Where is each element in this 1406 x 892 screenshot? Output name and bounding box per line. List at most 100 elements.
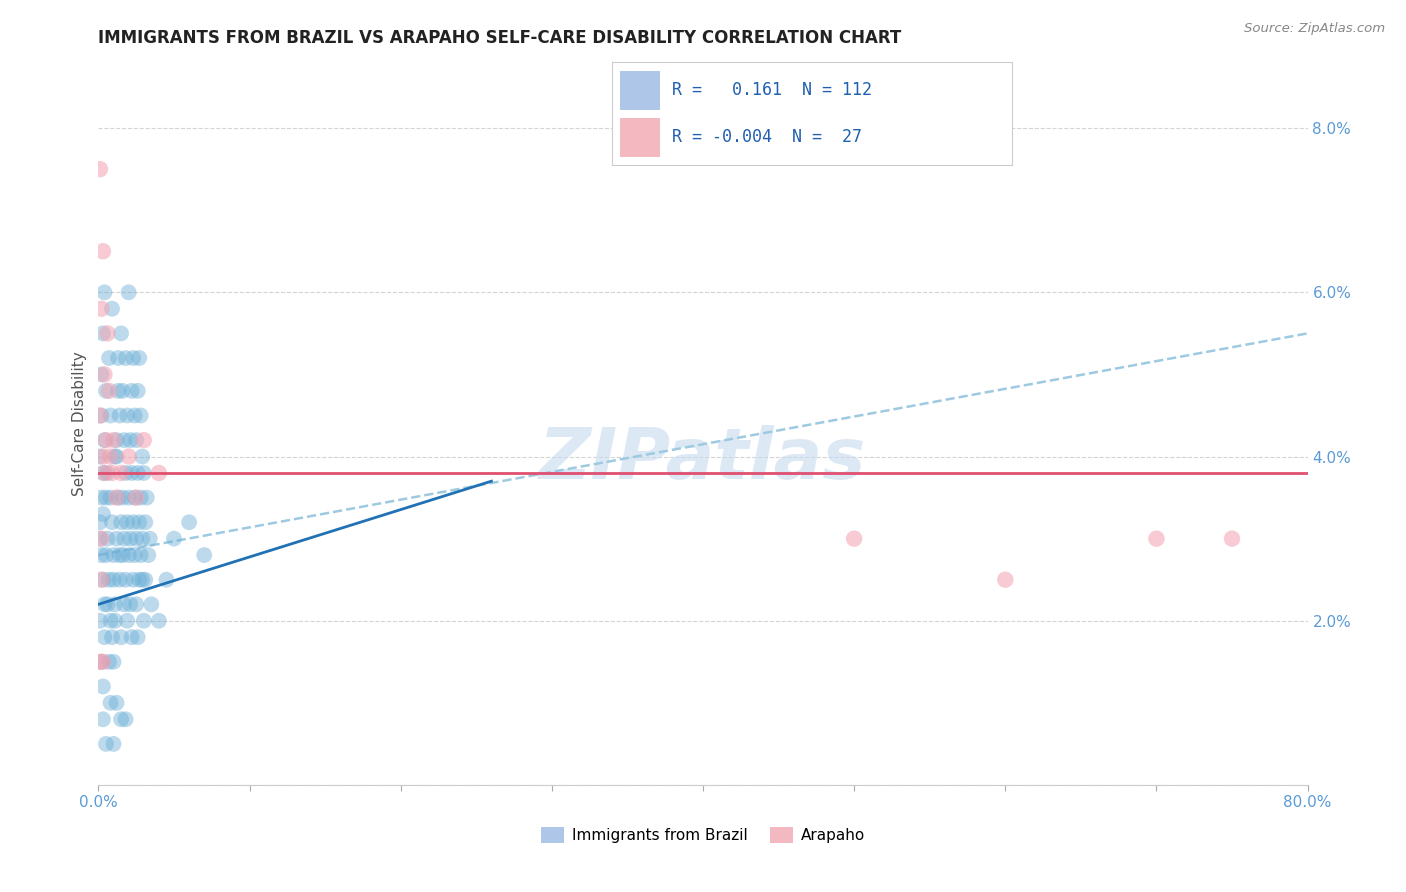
Point (105, 491, 128, 505)
Point (91, 466, 114, 480)
Point (90, 409, 112, 423)
Point (122, 351, 145, 365)
Point (94, 384, 117, 398)
Point (94, 548, 117, 562)
Point (108, 548, 131, 562)
Point (110, 515, 132, 529)
Point (105, 532, 128, 546)
Point (1220, 532, 1243, 546)
Point (104, 614, 127, 628)
Point (100, 491, 122, 505)
Point (122, 515, 145, 529)
Point (129, 548, 152, 562)
Point (96, 466, 118, 480)
Point (105, 450, 128, 464)
Point (115, 515, 138, 529)
Point (104, 598, 127, 612)
Point (96, 598, 118, 612)
Point (994, 573, 1017, 587)
Point (91, 655, 114, 669)
Point (105, 696, 128, 710)
Point (105, 433, 128, 447)
Point (89, 515, 111, 529)
Point (128, 573, 150, 587)
Point (110, 712, 132, 726)
Point (114, 712, 136, 726)
Bar (620, 118, 659, 157)
Point (107, 351, 129, 365)
Point (125, 491, 148, 505)
Point (844, 532, 866, 546)
Point (93, 598, 115, 612)
Point (89, 450, 111, 464)
Point (118, 548, 141, 562)
Point (90, 548, 112, 562)
Point (98, 573, 121, 587)
Point (89, 614, 111, 628)
Point (129, 409, 152, 423)
Point (91, 244, 114, 259)
Point (90, 368, 112, 382)
Point (96, 326, 118, 341)
Point (89, 162, 111, 177)
Point (132, 614, 155, 628)
Point (93, 433, 115, 447)
Point (124, 409, 146, 423)
Point (90, 532, 112, 546)
Point (115, 614, 138, 628)
Point (104, 450, 127, 464)
Point (91, 450, 114, 464)
Point (108, 573, 131, 587)
Point (89, 409, 111, 423)
Point (1144, 532, 1167, 546)
Point (91, 326, 114, 341)
Point (128, 351, 150, 365)
Point (107, 384, 129, 398)
Point (125, 532, 148, 546)
Point (112, 433, 135, 447)
Point (120, 433, 142, 447)
Point (94, 491, 117, 505)
Point (98, 351, 121, 365)
Point (112, 598, 135, 612)
Point (101, 515, 124, 529)
Text: R =   0.161  N = 112: R = 0.161 N = 112 (672, 81, 872, 99)
Point (90, 491, 112, 505)
Point (193, 548, 215, 562)
Point (91, 573, 114, 587)
Point (120, 598, 142, 612)
Point (90, 301, 112, 316)
Point (89, 655, 111, 669)
Point (94, 433, 117, 447)
Point (121, 384, 143, 398)
Point (163, 532, 186, 546)
Point (100, 409, 122, 423)
Point (91, 712, 114, 726)
Point (124, 491, 146, 505)
Point (110, 326, 132, 341)
Point (141, 598, 163, 612)
Point (98, 384, 121, 398)
Text: Source: ZipAtlas.com: Source: ZipAtlas.com (1244, 22, 1385, 36)
Point (121, 466, 143, 480)
Point (179, 515, 201, 529)
Point (98, 655, 121, 669)
Point (91, 507, 114, 521)
Point (110, 630, 132, 644)
Point (114, 573, 136, 587)
Point (134, 573, 156, 587)
Point (132, 433, 155, 447)
Point (90, 655, 112, 669)
Point (148, 614, 170, 628)
Point (100, 696, 122, 710)
Point (103, 433, 125, 447)
Point (111, 384, 134, 398)
Point (120, 532, 142, 546)
Point (131, 532, 153, 546)
Point (125, 598, 148, 612)
Point (112, 532, 135, 546)
Point (91, 680, 114, 694)
Point (93, 630, 115, 644)
Point (111, 491, 134, 505)
Point (127, 466, 149, 480)
